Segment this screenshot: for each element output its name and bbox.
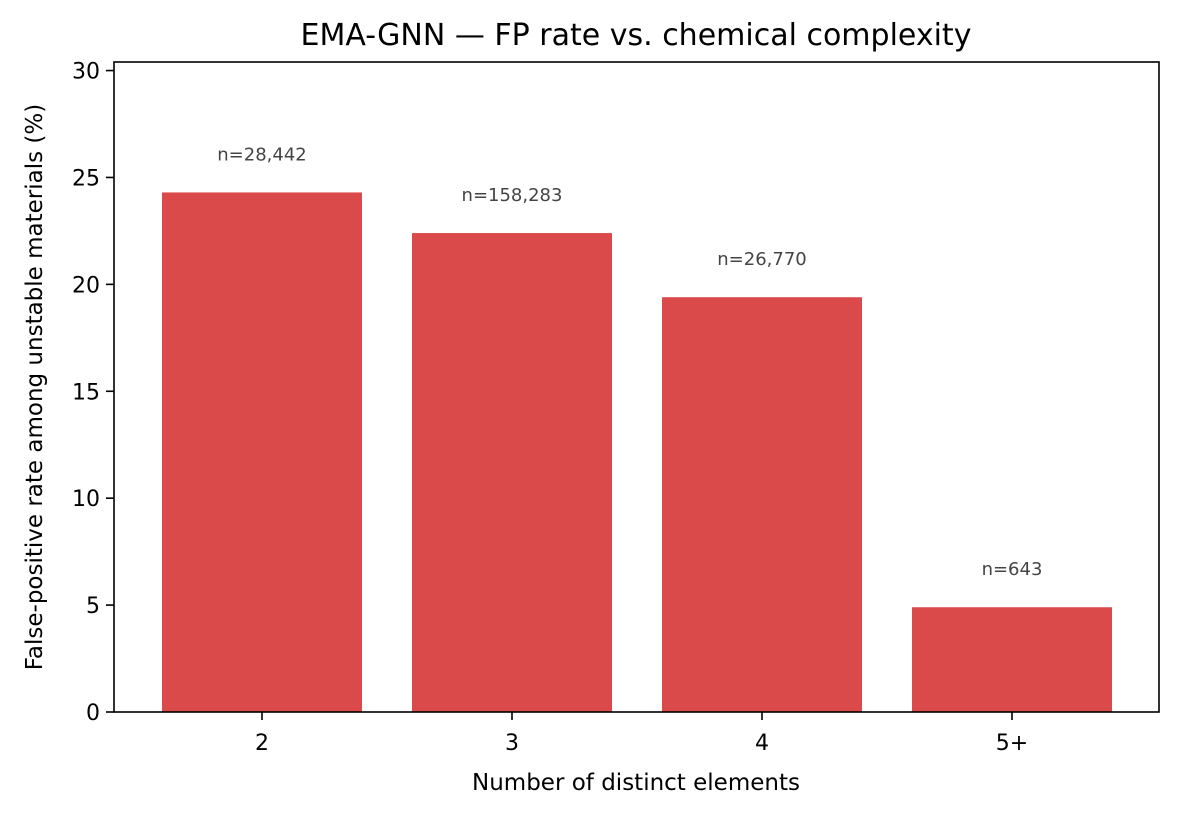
bar-annotation-2: n=28,442 bbox=[217, 144, 306, 165]
y-tick-label-25: 25 bbox=[72, 166, 100, 191]
x-axis: 2 3 4 5+ bbox=[255, 712, 1028, 756]
y-tick-label-10: 10 bbox=[72, 487, 100, 512]
y-tick-label-20: 20 bbox=[72, 273, 100, 298]
x-tick-label-4: 4 bbox=[755, 731, 769, 756]
x-tick-label-5+: 5+ bbox=[996, 731, 1028, 756]
y-axis: 0 5 10 15 20 25 30 bbox=[72, 60, 114, 726]
y-tick-label-15: 15 bbox=[72, 380, 100, 405]
x-tick-label-2: 2 bbox=[255, 731, 269, 756]
bar-annotation-3: n=158,283 bbox=[462, 185, 563, 206]
y-tick-label-5: 5 bbox=[86, 594, 100, 619]
bar-5+ bbox=[912, 607, 1112, 712]
y-tick-label-30: 30 bbox=[72, 60, 100, 85]
data-labels-group: n=28,442 n=158,283 n=26,770 n=643 bbox=[217, 144, 1042, 580]
y-axis-label: False-positive rate among unstable mater… bbox=[22, 104, 48, 670]
bar-annotation-5+: n=643 bbox=[982, 559, 1043, 580]
bars-group bbox=[162, 192, 1112, 713]
bar-annotation-4: n=26,770 bbox=[717, 249, 806, 270]
plot-frame bbox=[113, 61, 1160, 713]
bar-2 bbox=[162, 192, 362, 713]
x-axis-label: Number of distinct elements bbox=[472, 770, 800, 796]
x-tick-label-3: 3 bbox=[505, 731, 519, 756]
y-tick-label-0: 0 bbox=[86, 701, 100, 726]
chart-title: EMA-GNN — FP rate vs. chemical complexit… bbox=[301, 18, 972, 53]
bar-3 bbox=[412, 233, 612, 713]
bar-4 bbox=[662, 297, 862, 712]
